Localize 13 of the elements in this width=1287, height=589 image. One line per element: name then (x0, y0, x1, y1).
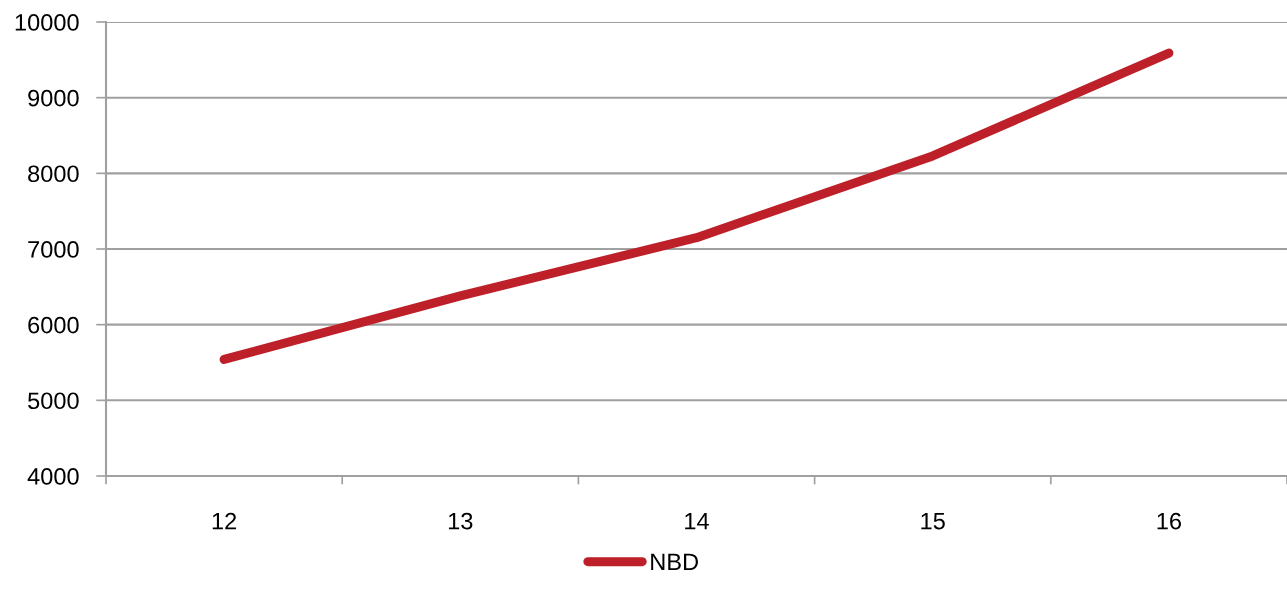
y-tick-label: 6000 (28, 316, 79, 334)
y-tick-label: 5000 (28, 392, 79, 410)
x-tick-label: 15 (921, 512, 945, 530)
x-tick-label: 13 (448, 512, 473, 530)
x-tick-label: 14 (685, 512, 709, 530)
y-tick-label: 8000 (28, 165, 79, 183)
x-tick-label: 12 (212, 512, 237, 530)
x-tick-label: 16 (1157, 512, 1181, 530)
y-tick-label: 9000 (28, 89, 79, 107)
y-tick-label: 7000 (28, 241, 79, 258)
y-tick-label: 10000 (15, 14, 79, 31)
y-tick-label: 4000 (27, 468, 79, 485)
legend-label: NBD (651, 553, 698, 570)
